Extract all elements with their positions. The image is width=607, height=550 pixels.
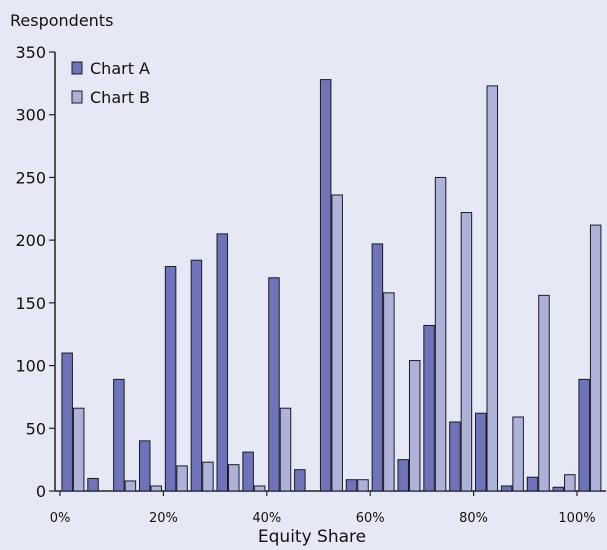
bar-chart-b [331, 194, 343, 492]
y-axis-label: Respondents [10, 11, 113, 30]
legend-swatch [71, 61, 83, 75]
x-tick-label: 20% [149, 511, 178, 526]
bar-chart-a [397, 459, 409, 492]
bar-chart-b [589, 224, 602, 492]
bar-chart-a [552, 486, 565, 492]
y-tick-label: 200 [15, 231, 46, 250]
bar-chart-a [500, 485, 513, 492]
x-tick-label: 80% [459, 511, 488, 526]
bar-chart-b [202, 461, 214, 492]
bar-chart-b [460, 212, 473, 492]
bar-chart-b [176, 465, 188, 492]
y-tick-label: 50 [26, 419, 46, 438]
legend-label: Chart A [90, 59, 150, 78]
axis-labels: Respondents Equity Share [10, 11, 366, 547]
bar-chart-a [190, 259, 203, 492]
x-tick-label: 60% [356, 511, 385, 526]
bar-chart-a [423, 324, 435, 492]
bar-chart-b [486, 85, 499, 492]
legend: Chart A Chart B [71, 59, 150, 107]
x-tick-label: 0% [50, 511, 71, 526]
bar-chart-a [87, 477, 99, 492]
bar-chart-b [564, 474, 576, 492]
bar-chart-b [383, 292, 395, 492]
legend-label: Chart B [90, 88, 150, 107]
y-tick-label: 250 [15, 168, 46, 187]
bar-chart-a [475, 412, 487, 492]
x-axis-label: Equity Share [258, 527, 366, 546]
bar-chart-b [150, 485, 162, 492]
y-tick-label: 350 [15, 43, 46, 62]
bar-chart-a [242, 451, 254, 492]
bar-chart-a [138, 440, 151, 492]
bar-chart-a [216, 233, 229, 492]
x-tick-label: 100% [558, 511, 595, 526]
bar-chart-b [279, 407, 292, 492]
bar-chart-a [578, 378, 590, 492]
bar-chart-b [124, 480, 137, 492]
legend-swatch [71, 90, 83, 104]
bar-chart-b [72, 407, 85, 492]
bar-chart-a [113, 378, 125, 492]
bar-chart-a [294, 469, 306, 492]
bar-chart-a [268, 277, 280, 492]
bar-chart-a [526, 476, 539, 492]
y-tick-label: 300 [15, 106, 46, 125]
bar-chart-a [449, 421, 461, 492]
bars [61, 79, 602, 492]
bar-chart-b [408, 360, 421, 492]
y-tick-label: 0 [36, 482, 46, 501]
bar-chart-b [512, 416, 524, 492]
bar-chart-b [357, 479, 369, 492]
y-tick-label: 150 [15, 294, 46, 313]
bar-chart-a [319, 79, 332, 492]
bar-chart-b [228, 464, 240, 492]
x-tick-label: 40% [252, 511, 281, 526]
bar-chart-a [371, 243, 384, 492]
bar-chart-b [434, 176, 447, 492]
bar-chart-a [61, 352, 73, 492]
bar-chart-a [164, 265, 177, 492]
bar-chart-b [253, 485, 266, 492]
bar-chart-b [538, 294, 550, 492]
bar-chart-a [345, 479, 358, 492]
y-tick-label: 100 [15, 357, 46, 376]
axes: 0 50 100 150 200 250 300 350 0% 20% 40% 60% 80% 100% [15, 43, 606, 526]
